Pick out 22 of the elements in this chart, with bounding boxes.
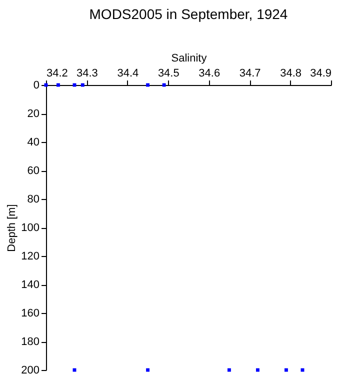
x-tick-label: 34.8	[280, 68, 302, 80]
x-tick-label: 34.5	[158, 68, 180, 80]
y-tick-label: 80	[27, 194, 40, 206]
y-axis-title: Depth [m]	[6, 204, 18, 252]
y-tick-label: 120	[21, 250, 40, 262]
x-axis-title: Salinity	[171, 52, 208, 64]
y-tick-label: 200	[21, 364, 40, 376]
x-tick-label: 34.7	[239, 68, 261, 80]
x-tick-label: 34.9	[310, 68, 332, 80]
y-tick-label: 180	[21, 336, 40, 348]
y-tick-label: 160	[21, 308, 40, 320]
y-tick-label: 40	[27, 136, 40, 148]
chart-title: MODS2005 in September, 1924	[89, 6, 288, 22]
y-tick-label: 0	[33, 80, 40, 92]
x-tick-label: 34.3	[76, 68, 98, 80]
y-tick-label: 140	[21, 279, 40, 291]
x-tick-label: 34.4	[117, 68, 139, 80]
y-tick-label: 60	[27, 165, 40, 177]
y-tick-label: 100	[21, 222, 40, 234]
x-tick-label: 34.2	[46, 68, 68, 80]
y-tick-label: 20	[27, 108, 40, 120]
x-tick-label: 34.6	[198, 68, 220, 80]
